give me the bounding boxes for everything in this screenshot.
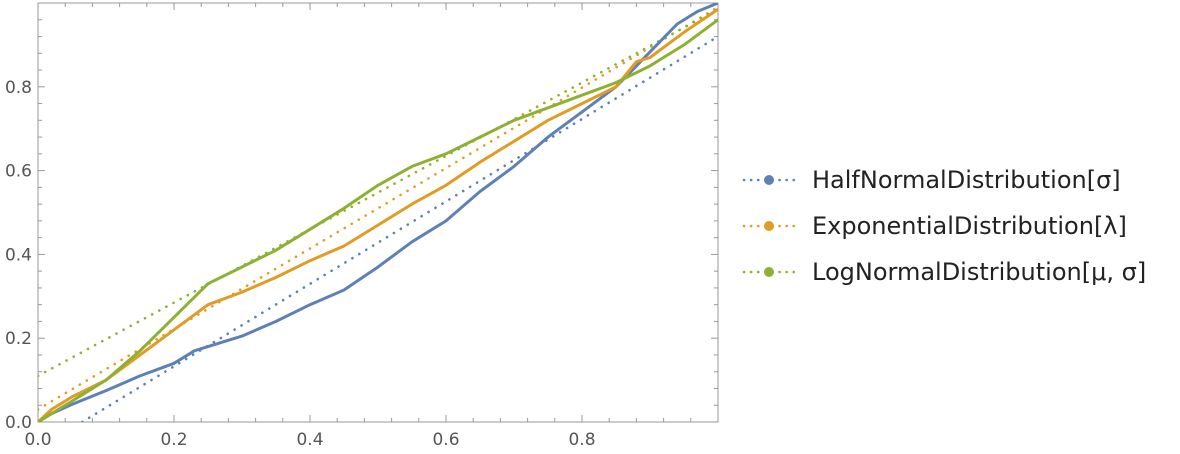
y-tick-label: 0.6 — [5, 162, 32, 182]
legend: HalfNormalDistribution[σ] ExponentialDist… — [742, 166, 1146, 286]
plot-frame — [37, 2, 719, 423]
x-tick-label: 0.2 — [160, 430, 187, 450]
legend-label: LogNormalDistribution[μ, σ] — [812, 258, 1146, 286]
legend-item: ExponentialDistribution[λ] — [742, 212, 1127, 240]
y-axis-ticks: 0.0 0.2 0.4 0.6 0.8 — [5, 2, 718, 433]
y-tick-label: 0.8 — [5, 78, 32, 98]
legend-item: LogNormalDistribution[μ, σ] — [742, 258, 1146, 286]
reference-line — [38, 7, 718, 378]
y-tick-label: 0.0 — [5, 413, 32, 433]
legend-swatch-marker — [764, 267, 774, 277]
x-tick-label: 0.0 — [24, 430, 51, 450]
x-tick-label: 0.8 — [568, 430, 595, 450]
legend-swatch-marker — [764, 175, 774, 185]
y-tick-label: 0.2 — [5, 329, 32, 349]
empirical-curve — [38, 18, 718, 422]
x-tick-label: 0.4 — [296, 430, 323, 450]
empirical-curve — [38, 8, 718, 422]
empirical-curve — [38, 3, 718, 422]
reference-line — [80, 35, 718, 422]
legend-label: ExponentialDistribution[λ] — [812, 212, 1127, 240]
series-layer — [38, 3, 718, 422]
x-axis-ticks: 0.0 0.2 0.4 0.6 0.8 — [24, 3, 719, 450]
legend-swatch-marker — [764, 221, 774, 231]
y-tick-label: 0.4 — [5, 245, 32, 265]
x-tick-label: 0.6 — [432, 430, 459, 450]
legend-label: HalfNormalDistribution[σ] — [812, 166, 1121, 194]
legend-item: HalfNormalDistribution[σ] — [742, 166, 1121, 194]
